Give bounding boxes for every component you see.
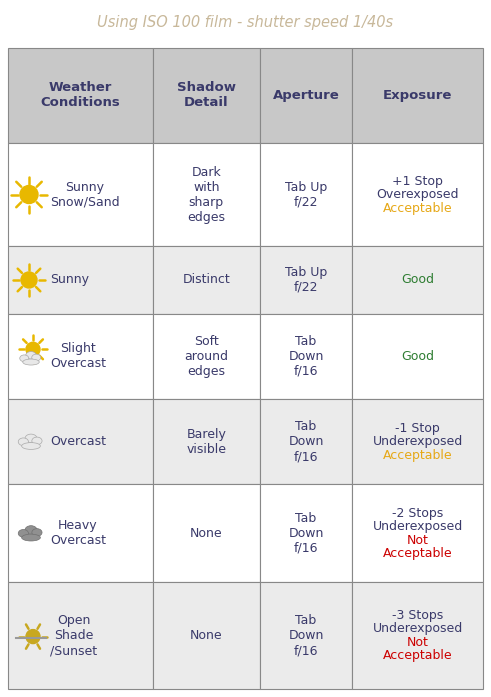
Ellipse shape xyxy=(25,434,37,443)
Text: -1 Stop: -1 Stop xyxy=(395,422,440,435)
Text: Not: Not xyxy=(407,636,429,649)
Text: Underexposed: Underexposed xyxy=(373,622,463,636)
Circle shape xyxy=(26,629,40,643)
Text: Tab Up
f/22: Tab Up f/22 xyxy=(285,181,327,208)
Text: Underexposed: Underexposed xyxy=(373,435,463,448)
Text: Open
Shade
/Sunset: Open Shade /Sunset xyxy=(50,614,97,657)
Text: Tab
Down
f/16: Tab Down f/16 xyxy=(288,420,324,464)
Bar xyxy=(260,582,353,689)
Ellipse shape xyxy=(22,443,40,450)
Ellipse shape xyxy=(18,530,28,537)
Text: Acceptable: Acceptable xyxy=(383,201,453,215)
Ellipse shape xyxy=(32,354,41,361)
Bar xyxy=(8,399,153,484)
Text: Acceptable: Acceptable xyxy=(383,650,453,662)
Ellipse shape xyxy=(23,359,39,365)
Bar xyxy=(8,143,153,247)
Bar xyxy=(8,582,153,689)
Text: None: None xyxy=(190,527,222,540)
Text: Acceptable: Acceptable xyxy=(383,449,453,461)
Text: Distinct: Distinct xyxy=(183,273,230,286)
Bar xyxy=(153,484,260,582)
Text: Not: Not xyxy=(407,534,429,546)
Circle shape xyxy=(26,342,40,356)
Bar xyxy=(260,247,353,314)
Bar xyxy=(260,48,353,143)
Text: Barely
visible: Barely visible xyxy=(186,428,226,456)
Text: +1 Stop: +1 Stop xyxy=(392,174,443,187)
Text: Good: Good xyxy=(401,350,434,363)
Text: Tab Up
f/22: Tab Up f/22 xyxy=(285,266,327,294)
Ellipse shape xyxy=(22,534,40,541)
Bar xyxy=(353,143,483,247)
Ellipse shape xyxy=(32,437,42,445)
Text: Aperture: Aperture xyxy=(273,89,339,102)
Ellipse shape xyxy=(20,355,29,362)
Bar xyxy=(153,247,260,314)
Text: Soft
around
edges: Soft around edges xyxy=(184,335,228,378)
Bar xyxy=(8,48,153,143)
Text: Slight
Overcast: Slight Overcast xyxy=(50,342,106,370)
Bar xyxy=(353,399,483,484)
Bar xyxy=(353,48,483,143)
Text: -3 Stops: -3 Stops xyxy=(392,609,443,622)
Bar xyxy=(260,314,353,399)
Bar xyxy=(260,143,353,247)
Ellipse shape xyxy=(18,438,28,445)
Bar xyxy=(353,247,483,314)
Bar xyxy=(8,247,153,314)
Text: Sunny: Sunny xyxy=(50,273,89,286)
Text: Tab
Down
f/16: Tab Down f/16 xyxy=(288,512,324,555)
Bar xyxy=(353,314,483,399)
Circle shape xyxy=(20,185,38,204)
Ellipse shape xyxy=(32,528,42,536)
Text: Underexposed: Underexposed xyxy=(373,520,463,533)
Text: Overcast: Overcast xyxy=(50,435,106,448)
Text: Shadow
Detail: Shadow Detail xyxy=(177,82,236,109)
Text: Good: Good xyxy=(401,273,434,286)
Bar xyxy=(8,314,153,399)
Bar xyxy=(8,484,153,582)
Text: Tab
Down
f/16: Tab Down f/16 xyxy=(288,335,324,378)
Text: None: None xyxy=(190,629,222,642)
Text: Weather
Conditions: Weather Conditions xyxy=(41,82,120,109)
Bar xyxy=(153,48,260,143)
Bar xyxy=(153,582,260,689)
Bar xyxy=(260,399,353,484)
Bar xyxy=(153,399,260,484)
Text: Tab
Down
f/16: Tab Down f/16 xyxy=(288,614,324,657)
Bar xyxy=(153,314,260,399)
Text: -2 Stops: -2 Stops xyxy=(392,507,443,519)
Circle shape xyxy=(21,272,37,288)
Text: Heavy
Overcast: Heavy Overcast xyxy=(50,519,106,547)
Text: Exposure: Exposure xyxy=(383,89,452,102)
Bar xyxy=(353,582,483,689)
Bar xyxy=(260,484,353,582)
Bar xyxy=(353,484,483,582)
Text: Overexposed: Overexposed xyxy=(377,188,459,201)
Text: Dark
with
sharp
edges: Dark with sharp edges xyxy=(187,165,225,224)
Text: Sunny
Snow/Sand: Sunny Snow/Sand xyxy=(50,181,120,208)
Text: Acceptable: Acceptable xyxy=(383,547,453,560)
Text: Using ISO 100 film - shutter speed 1/40s: Using ISO 100 film - shutter speed 1/40s xyxy=(97,15,393,29)
Ellipse shape xyxy=(26,351,36,359)
Ellipse shape xyxy=(25,526,37,534)
Bar xyxy=(153,143,260,247)
